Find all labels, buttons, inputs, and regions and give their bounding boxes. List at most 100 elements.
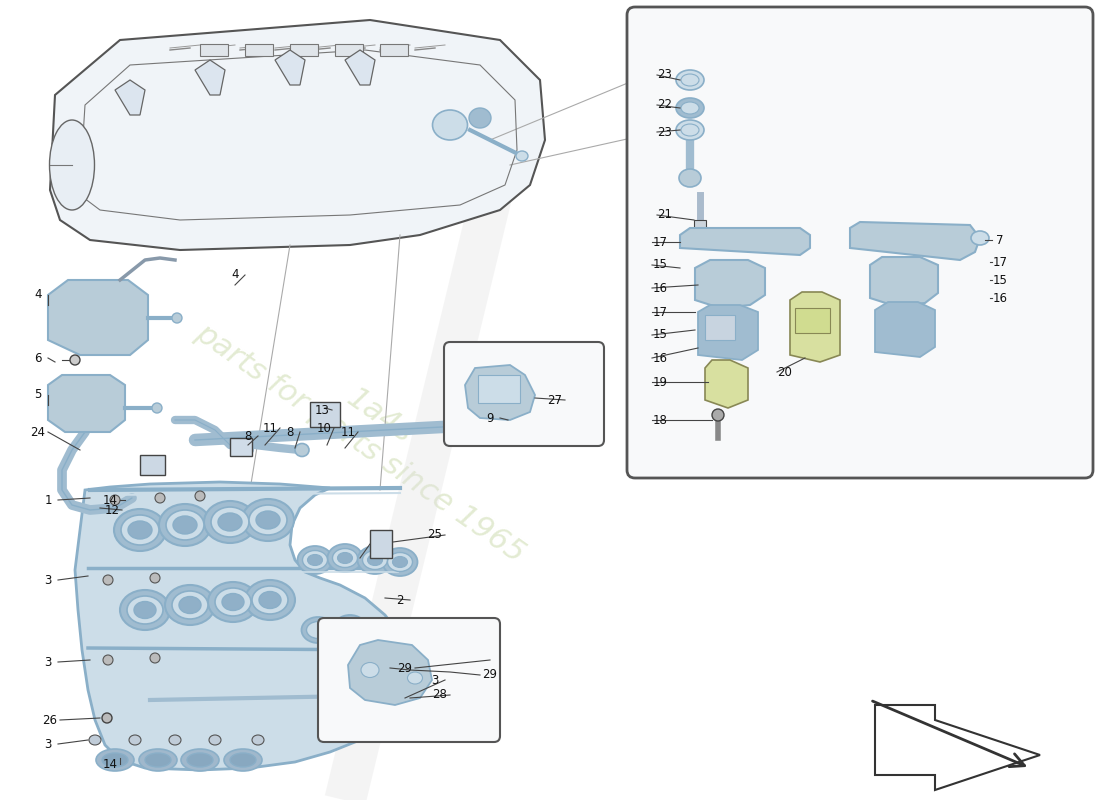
Text: 21: 21 (658, 209, 672, 222)
Ellipse shape (128, 521, 152, 539)
Ellipse shape (139, 749, 177, 771)
Bar (245, 44, 273, 56)
Polygon shape (874, 705, 1040, 790)
Ellipse shape (165, 585, 214, 625)
FancyBboxPatch shape (318, 618, 500, 742)
Ellipse shape (367, 554, 383, 566)
Polygon shape (790, 292, 840, 362)
Ellipse shape (166, 510, 204, 540)
Bar (290, 44, 318, 56)
Ellipse shape (245, 580, 295, 620)
Ellipse shape (358, 546, 393, 574)
Ellipse shape (110, 495, 120, 505)
Bar (795, 308, 830, 333)
Ellipse shape (676, 98, 704, 118)
Ellipse shape (363, 619, 396, 645)
Ellipse shape (302, 550, 328, 570)
Ellipse shape (209, 735, 221, 745)
Text: 16: 16 (992, 291, 1008, 305)
Ellipse shape (134, 602, 156, 618)
Text: 1: 1 (44, 494, 52, 506)
Ellipse shape (50, 120, 95, 210)
Text: 10: 10 (317, 422, 331, 434)
Ellipse shape (120, 590, 170, 630)
Polygon shape (680, 228, 810, 255)
Ellipse shape (469, 108, 491, 128)
Text: 11: 11 (263, 422, 277, 434)
Ellipse shape (145, 753, 170, 767)
Ellipse shape (328, 544, 363, 572)
Ellipse shape (681, 74, 698, 86)
Ellipse shape (256, 511, 280, 529)
Text: 27: 27 (548, 394, 562, 406)
Text: 15: 15 (652, 258, 668, 271)
Ellipse shape (70, 355, 80, 365)
Ellipse shape (295, 443, 309, 457)
Ellipse shape (332, 549, 358, 567)
Ellipse shape (301, 617, 334, 643)
Ellipse shape (96, 749, 134, 771)
Polygon shape (345, 50, 375, 85)
Text: 18: 18 (652, 414, 668, 426)
Ellipse shape (155, 493, 165, 503)
Ellipse shape (169, 735, 182, 745)
FancyBboxPatch shape (627, 7, 1093, 478)
Polygon shape (850, 222, 980, 260)
Ellipse shape (252, 735, 264, 745)
Ellipse shape (338, 553, 352, 563)
Ellipse shape (407, 672, 422, 684)
Text: 3: 3 (44, 655, 52, 669)
Ellipse shape (102, 753, 128, 767)
Ellipse shape (150, 573, 160, 583)
Ellipse shape (394, 627, 417, 645)
Text: 13: 13 (315, 403, 329, 417)
Polygon shape (75, 482, 408, 770)
Ellipse shape (89, 735, 101, 745)
Ellipse shape (114, 509, 166, 551)
Ellipse shape (363, 550, 387, 570)
Ellipse shape (103, 655, 113, 665)
Polygon shape (48, 375, 125, 432)
Text: 3: 3 (44, 738, 52, 750)
Bar (478, 375, 520, 403)
Ellipse shape (208, 582, 258, 622)
Polygon shape (275, 50, 305, 85)
Ellipse shape (307, 622, 330, 638)
Bar (230, 438, 252, 456)
Bar (370, 530, 392, 558)
Ellipse shape (516, 151, 528, 161)
Text: 3: 3 (431, 674, 439, 686)
Text: 2: 2 (396, 594, 404, 606)
Bar (200, 44, 228, 56)
Ellipse shape (222, 594, 244, 610)
Ellipse shape (388, 623, 421, 649)
Text: 8: 8 (286, 426, 294, 438)
Ellipse shape (242, 499, 294, 541)
Text: 6: 6 (34, 351, 42, 365)
Bar (379, 44, 408, 56)
Text: 12: 12 (104, 503, 120, 517)
Ellipse shape (230, 753, 256, 767)
Polygon shape (695, 260, 764, 308)
Ellipse shape (676, 70, 704, 90)
Text: 14: 14 (102, 494, 118, 506)
Polygon shape (705, 360, 748, 408)
Ellipse shape (339, 619, 362, 637)
Ellipse shape (187, 753, 213, 767)
Text: 29: 29 (397, 662, 412, 674)
Text: 16: 16 (652, 282, 668, 294)
Ellipse shape (195, 491, 205, 501)
Bar (336, 44, 363, 56)
Ellipse shape (676, 120, 704, 140)
Ellipse shape (224, 749, 262, 771)
Text: 17: 17 (992, 255, 1008, 269)
Polygon shape (48, 280, 148, 355)
Text: 15: 15 (992, 274, 1008, 286)
Text: 23: 23 (658, 126, 672, 138)
Ellipse shape (126, 596, 163, 624)
Ellipse shape (173, 516, 197, 534)
Ellipse shape (681, 102, 698, 114)
Text: 4: 4 (34, 289, 42, 302)
Text: 3: 3 (44, 574, 52, 586)
Polygon shape (116, 80, 145, 115)
